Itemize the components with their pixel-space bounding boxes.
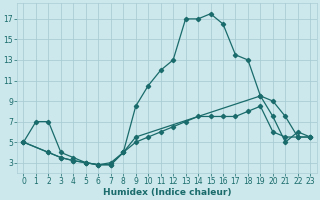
X-axis label: Humidex (Indice chaleur): Humidex (Indice chaleur)	[103, 188, 231, 197]
